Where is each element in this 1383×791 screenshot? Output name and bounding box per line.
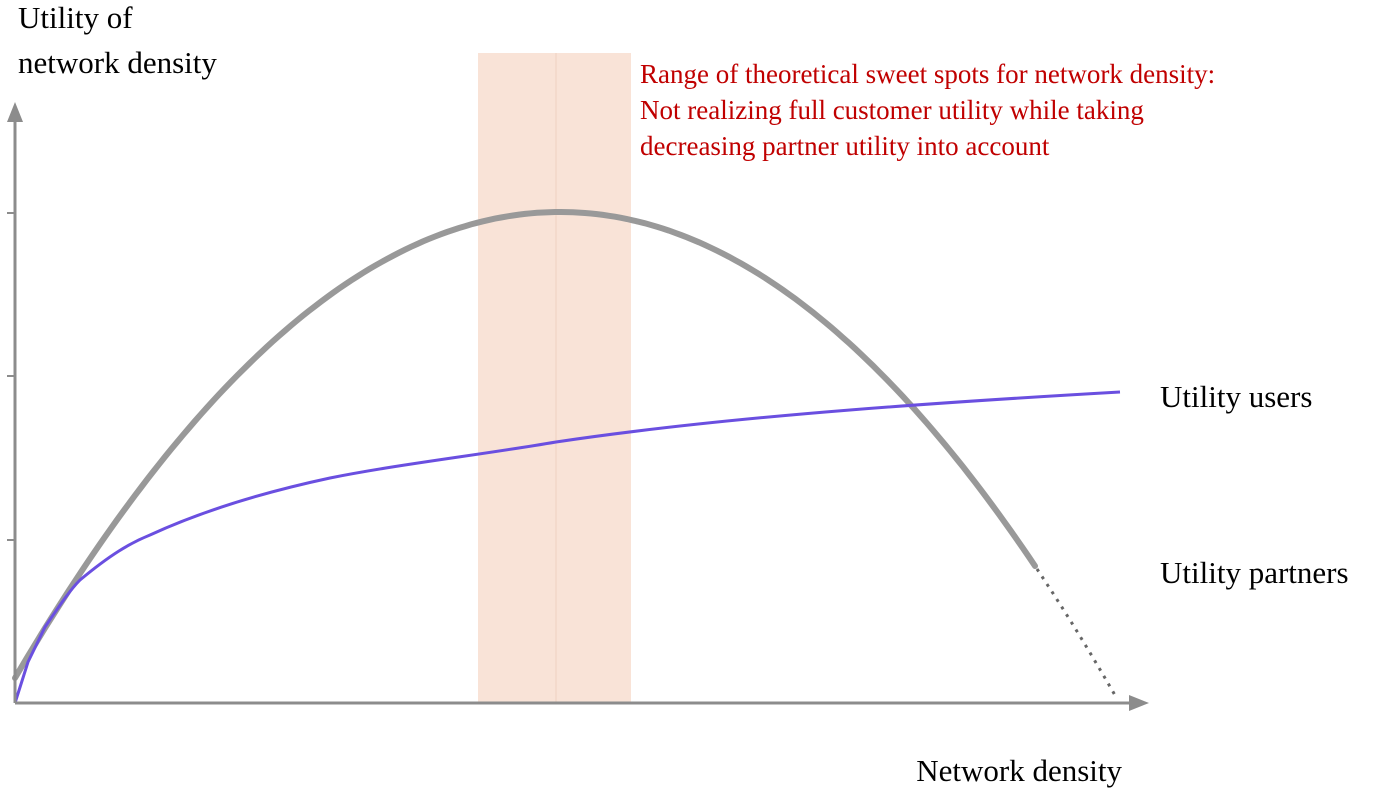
partners-curve-extension — [1035, 568, 1119, 700]
y-axis-label: Utility of — [18, 0, 133, 35]
y-arrow — [7, 102, 23, 122]
annotation: Range of theoretical sweet spots for net… — [640, 59, 1215, 89]
users-curve — [13, 390, 1121, 704]
axes — [7, 102, 1149, 711]
x-axis-label: Network density — [916, 753, 1122, 788]
y-axis-label: network density — [18, 45, 217, 80]
annotation: decreasing partner utility into account — [640, 131, 1050, 161]
x-arrow — [1129, 695, 1149, 711]
annotation: Not realizing full customer utility whil… — [640, 95, 1144, 125]
curve-label: Utility partners — [1160, 555, 1349, 590]
partners-curve — [12, 209, 1038, 681]
curve-label: Utility users — [1160, 379, 1312, 414]
sweet-spot-band — [478, 53, 631, 703]
